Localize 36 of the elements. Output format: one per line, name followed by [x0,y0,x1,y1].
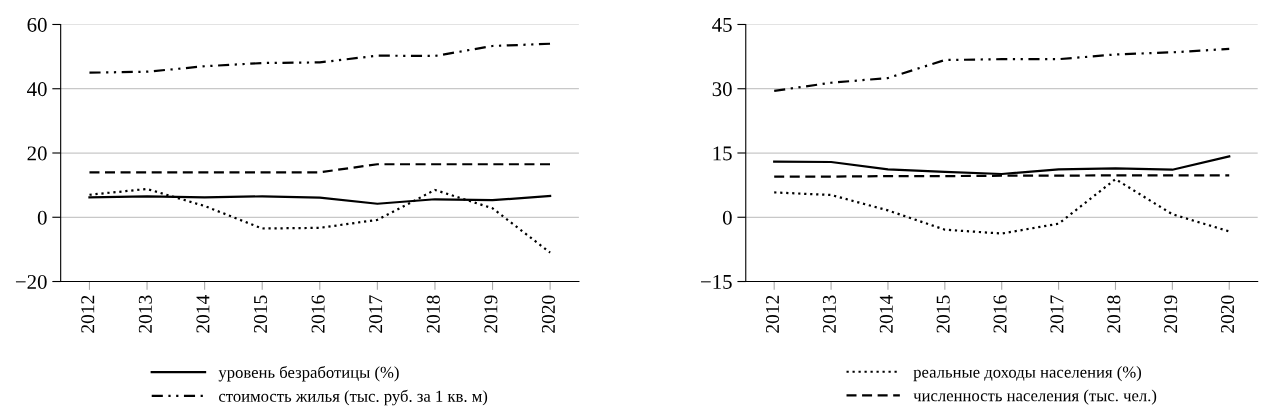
x-tick-label: 2018 [1107,295,1121,333]
line-series [773,178,1231,235]
x-tick-label: 2016 [311,295,325,333]
y-tick-label: 60 [27,17,47,32]
x-tick-label: 2019 [484,295,498,333]
legend-label: реальные доходы населения (%) [913,366,1142,382]
y-tick-label: 40 [27,82,47,97]
x-tick-label: 2018 [426,295,440,333]
y-tick-label: 30 [712,82,732,97]
legend-label: численность населения (тыс. чел.) [913,389,1157,405]
x-tick-label: 2012 [765,295,780,333]
y-tick-label: 0 [37,210,47,225]
x-tick-label: 2015 [936,295,950,333]
x-tick-label: 2017 [1050,295,1064,333]
y-tick-label: 15 [713,146,732,161]
x-tick-label: 2020 [541,295,555,333]
legend-label: стоимость жилья (тыс. руб. за 1 кв. м) [219,389,488,406]
x-tick-label: 2015 [253,295,268,333]
x-tick-label: 2017 [369,295,383,333]
line-series [773,47,1231,92]
x-tick-label: 2012 [81,295,95,333]
x-tick-label: 2016 [993,295,1007,333]
y-tick-label: −20 [15,274,47,289]
x-tick-label: 2013 [138,295,152,333]
y-tick-label: 45 [712,17,732,32]
legend-label: уровень безработицы (%) [218,365,399,382]
x-tick-label: 2013 [822,295,836,333]
y-tick-label: 0 [722,210,732,225]
y-tick-label: −15 [701,274,732,289]
x-tick-label: 2019 [1164,295,1178,333]
line-series [773,155,1231,176]
x-tick-label: 2014 [879,295,893,333]
y-tick-label: 20 [27,146,47,161]
line-series [88,42,552,74]
x-tick-label: 2014 [196,295,210,333]
x-tick-label: 2020 [1220,295,1235,333]
